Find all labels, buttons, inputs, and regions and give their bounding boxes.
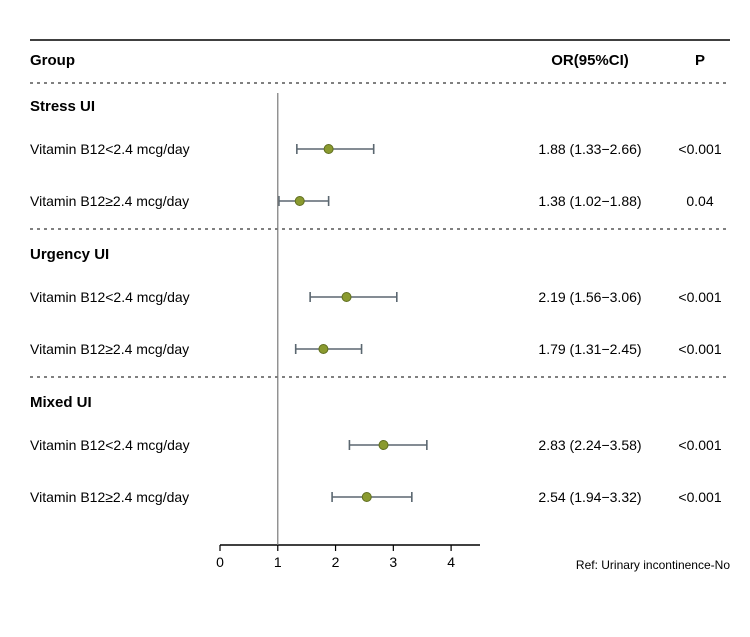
or-text: 2.19 (1.56−3.06): [538, 289, 641, 305]
forest-plot-svg: Group OR(95%CI) P Stress UI Vitamin B12<2.4 …: [30, 20, 730, 610]
or-text: 1.88 (1.33−2.66): [538, 141, 641, 157]
x-tick-label: 2: [332, 554, 340, 570]
or-text: 2.83 (2.24−3.58): [538, 437, 641, 453]
row-label: Vitamin B12<2.4 mcg/day: [30, 437, 190, 453]
point-estimate: [362, 493, 371, 502]
x-tick-label: 1: [274, 554, 282, 570]
x-tick-label: 4: [447, 554, 455, 570]
p-text: <0.001: [678, 341, 721, 357]
point-estimate: [342, 293, 351, 302]
forest-plot: Group OR(95%CI) P Stress UI Vitamin B12<2.4 …: [0, 0, 750, 637]
header-p: P: [695, 52, 705, 69]
or-text: 1.79 (1.31−2.45): [538, 341, 641, 357]
p-text: 0.04: [686, 193, 713, 209]
row-label: Vitamin B12≥2.4 mcg/day: [30, 341, 189, 357]
row-label: Vitamin B12≥2.4 mcg/day: [30, 489, 189, 505]
or-text: 2.54 (1.94−3.32): [538, 489, 641, 505]
p-text: <0.001: [678, 489, 721, 505]
section-title: Urgency UI: [30, 246, 109, 263]
point-estimate: [295, 197, 304, 206]
row-label: Vitamin B12≥2.4 mcg/day: [30, 193, 189, 209]
p-text: <0.001: [678, 141, 721, 157]
section-title: Stress UI: [30, 98, 95, 115]
row-label: Vitamin B12<2.4 mcg/day: [30, 289, 190, 305]
p-text: <0.001: [678, 437, 721, 453]
header-group: Group: [30, 52, 75, 69]
point-estimate: [324, 145, 333, 154]
section-title: Mixed UI: [30, 394, 92, 411]
point-estimate: [319, 345, 328, 354]
point-estimate: [379, 441, 388, 450]
row-label: Vitamin B12<2.4 mcg/day: [30, 141, 190, 157]
header-or: OR(95%CI): [551, 52, 629, 69]
x-tick-label: 0: [216, 554, 224, 570]
or-text: 1.38 (1.02−1.88): [538, 193, 641, 209]
p-text: <0.001: [678, 289, 721, 305]
reference-note: Ref: Urinary incontinence-No: [576, 558, 730, 572]
x-tick-label: 3: [389, 554, 397, 570]
